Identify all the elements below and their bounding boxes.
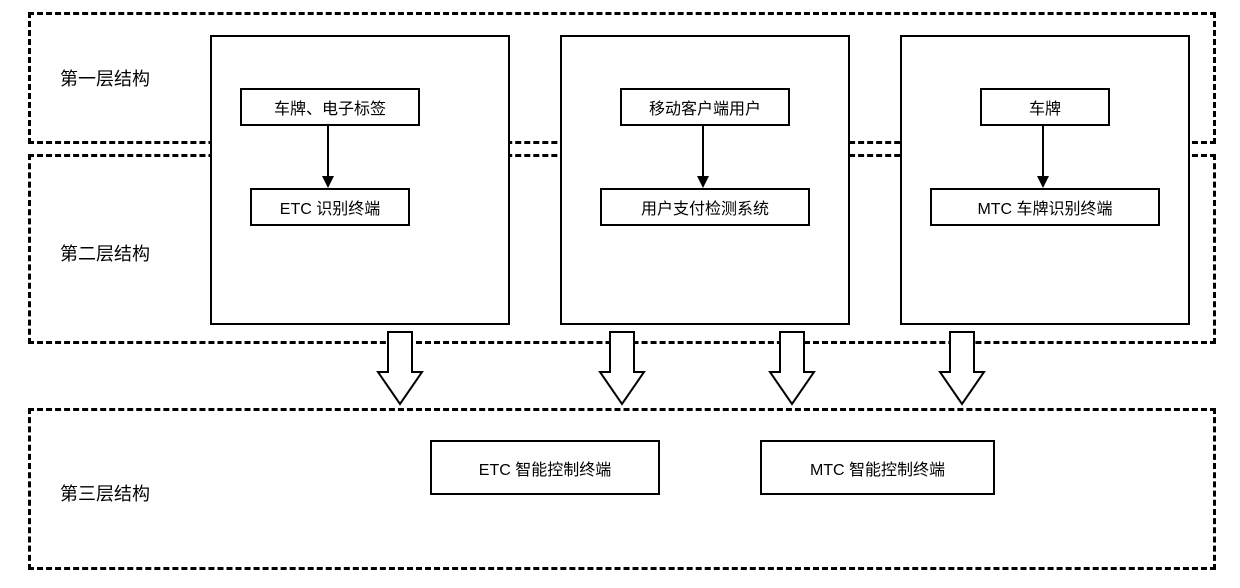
block-arrow-4 xyxy=(938,330,986,408)
layer2-label: 第二层结构 xyxy=(60,240,150,266)
etc-terminal-node: ETC 智能控制终端 xyxy=(430,440,660,495)
col1-top-node: 车牌、电子标签 xyxy=(240,88,420,126)
mtc-terminal-node: MTC 智能控制终端 xyxy=(760,440,995,495)
layer3-label: 第三层结构 xyxy=(60,480,150,506)
block-arrow-2 xyxy=(598,330,646,408)
col2-bot-node: 用户支付检测系统 xyxy=(600,188,810,226)
arrow-col3 xyxy=(1033,126,1053,190)
arrow-col2 xyxy=(693,126,713,190)
layer1-label: 第一层结构 xyxy=(60,65,150,91)
block-arrow-3 xyxy=(768,330,816,408)
arrow-col1 xyxy=(318,126,338,190)
col1-bot-node: ETC 识别终端 xyxy=(250,188,410,226)
column1-outer xyxy=(210,35,510,325)
col3-bot-node: MTC 车牌识别终端 xyxy=(930,188,1160,226)
col2-top-node: 移动客户端用户 xyxy=(620,88,790,126)
block-arrow-1 xyxy=(376,330,424,408)
col3-top-node: 车牌 xyxy=(980,88,1110,126)
